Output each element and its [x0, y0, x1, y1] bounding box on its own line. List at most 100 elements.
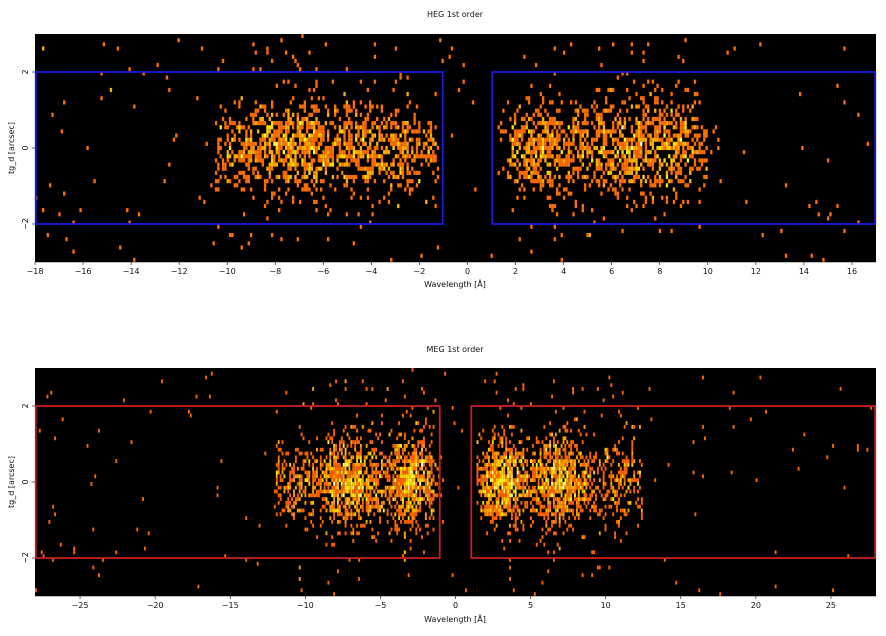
count-bin	[507, 531, 510, 536]
count-bin	[366, 158, 370, 163]
count-bin	[415, 451, 418, 456]
count-bin	[301, 116, 304, 122]
count-bin	[400, 470, 402, 475]
count-bin	[635, 158, 638, 163]
count-bin	[588, 145, 591, 151]
count-bin	[602, 497, 605, 501]
count-bin	[570, 523, 573, 528]
count-bin	[627, 463, 630, 467]
count-bin	[285, 485, 288, 490]
count-bin	[377, 478, 380, 482]
count-bin	[619, 474, 622, 479]
count-bin	[375, 493, 378, 498]
count-bin	[287, 154, 290, 159]
count-bin	[356, 428, 359, 433]
count-bin	[350, 145, 353, 151]
count-bin	[623, 482, 626, 486]
count-bin	[380, 137, 384, 142]
count-bin	[277, 145, 281, 151]
count-bin	[293, 512, 295, 517]
count-bin	[348, 116, 351, 122]
count-bin	[640, 501, 643, 505]
x-tick-label: 6	[609, 267, 614, 276]
count-bin	[86, 145, 89, 151]
count-bin	[247, 154, 250, 159]
count-bin	[487, 501, 490, 505]
count-bin	[689, 154, 692, 159]
count-bin	[656, 133, 659, 138]
count-bin	[362, 133, 365, 138]
count-bin	[533, 489, 536, 494]
x-tick-label: 0	[453, 601, 458, 610]
count-bin	[343, 104, 346, 109]
count-bin	[656, 125, 659, 130]
count-bin	[287, 508, 290, 513]
count-bin	[627, 459, 630, 463]
count-bin	[369, 428, 372, 433]
count-bin	[359, 137, 363, 142]
count-bin	[629, 482, 632, 486]
count-bin	[558, 92, 561, 97]
count-bin	[432, 137, 435, 142]
count-bin	[503, 463, 506, 467]
count-bin	[547, 489, 550, 494]
count-bin	[665, 199, 669, 204]
x-tick-label: −20	[147, 601, 164, 610]
count-bin	[407, 508, 410, 513]
count-bin	[595, 497, 597, 501]
count-bin	[415, 145, 419, 151]
count-bin	[359, 125, 363, 130]
count-bin	[525, 96, 528, 101]
count-bin	[572, 390, 574, 395]
count-bin	[545, 531, 548, 536]
x-tick-label: 0	[465, 267, 470, 276]
count-bin	[350, 531, 353, 536]
count-bin	[774, 550, 777, 555]
count-bin	[658, 179, 662, 184]
count-bin	[421, 459, 424, 463]
count-bin	[369, 170, 372, 175]
count-bin	[275, 129, 278, 134]
count-bin	[399, 75, 402, 80]
count-bin	[390, 121, 393, 126]
count-bin	[352, 527, 355, 532]
count-bin	[462, 63, 465, 68]
count-bin	[359, 523, 362, 528]
count-bin	[401, 154, 405, 159]
count-bin	[404, 129, 407, 134]
count-bin	[335, 459, 337, 463]
count-bin	[413, 466, 416, 471]
count-bin	[516, 141, 519, 146]
count-bin	[340, 485, 343, 490]
count-bin	[551, 179, 554, 184]
count-bin	[705, 133, 708, 138]
count-bin	[616, 162, 620, 167]
count-bin	[344, 470, 347, 475]
count-bin	[293, 504, 295, 509]
count-bin	[405, 508, 408, 513]
count-bin	[287, 179, 290, 184]
count-bin	[545, 451, 548, 456]
count-bin	[403, 478, 406, 482]
count-bin	[323, 474, 326, 479]
count-bin	[407, 489, 410, 494]
count-bin	[364, 129, 367, 134]
count-bin	[319, 466, 322, 471]
count-bin	[516, 516, 519, 520]
count-bin	[543, 485, 546, 490]
count-bin	[291, 497, 294, 501]
count-bin	[602, 129, 606, 134]
count-bin	[403, 455, 406, 460]
count-bin	[252, 145, 255, 151]
count-bin	[430, 512, 433, 517]
count-bin	[362, 125, 365, 130]
count-bin	[574, 489, 576, 494]
count-bin	[373, 145, 377, 151]
count-bin	[217, 150, 220, 155]
count-bin	[522, 383, 525, 387]
count-bin	[379, 520, 381, 524]
count-bin	[677, 162, 680, 167]
count-bin	[487, 485, 490, 490]
count-bin	[343, 129, 346, 134]
count-bin	[350, 485, 353, 490]
